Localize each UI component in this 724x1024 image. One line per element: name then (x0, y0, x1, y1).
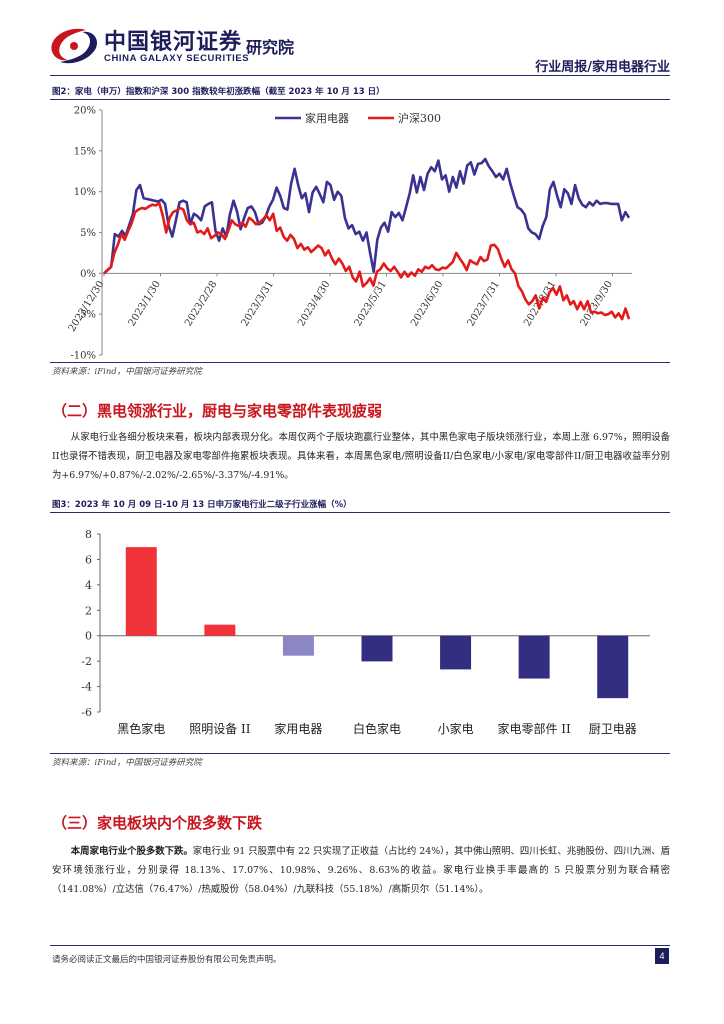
fig2-x-tick-label: 2023/7/31 (466, 279, 503, 328)
fig2-x-tick-label: 2023/1/30 (127, 279, 164, 328)
fig3-top-rule (50, 512, 670, 513)
fig3-y-tick-label: -2 (81, 655, 92, 668)
fig2-x-tick-label: 2023/4/30 (296, 279, 333, 328)
fig2-source: 资料来源：iFind，中国银河证券研究院 (52, 367, 202, 377)
fig2-bottom-rule (50, 362, 670, 363)
galaxy-logo-icon (51, 28, 98, 64)
fig3-y-tick-label: -6 (81, 706, 92, 719)
fig3-y-tick-label: 4 (85, 579, 92, 592)
fig2-top-rule (50, 99, 670, 100)
fig2-y-tick-label: 15% (74, 146, 96, 157)
fig3-y-tick-label: -4 (81, 681, 92, 694)
fig3-category-label: 小家电 (438, 721, 474, 736)
fig3-bar (361, 635, 393, 662)
fig3-category-label: 家用电器 (274, 721, 322, 736)
fig3-title: 图3：2023 年 10 月 09 日-10 月 13 日申万家电行业二级子行业… (52, 500, 352, 510)
section3-title: （三）家电板块内个股多数下跌 (52, 814, 263, 832)
fig2-x-tick-label: 2023/5/31 (353, 279, 390, 328)
section3-lead: 本周家电行业个股多数下跌。 (70, 846, 193, 857)
section3-paragraph: 本周家电行业个股多数下跌。家电行业 91 只股票中有 22 只实现了正收益（占比… (52, 842, 670, 899)
fig3-bar (204, 624, 236, 636)
fig2-x-tick-label: 2022/12/30 (67, 279, 107, 334)
fig3-bar (518, 635, 550, 679)
header-divider (50, 75, 670, 76)
report-category: 行业周报/家用电器行业 (535, 60, 670, 75)
fig3-y-tick-label: 2 (85, 604, 92, 617)
fig3-category-label: 厨卫电器 (589, 722, 637, 736)
fig3-y-tick-label: 6 (85, 553, 92, 566)
fig2-legend-label: 家用电器 (305, 111, 349, 125)
footer-disclaimer: 请务必阅读正文最后的中国银河证券股份有限公司免责声明。 (52, 955, 282, 965)
fig2-y-tick-label: 20% (74, 106, 96, 117)
fig2-y-tick-label: -10% (70, 351, 96, 362)
fig3-category-label: 照明设备 II (189, 722, 251, 736)
fig3-category-label: 黑色家电 (117, 721, 165, 736)
fig3-bar (440, 635, 472, 670)
fig2-legend-label: 沪深300 (398, 111, 441, 125)
brand-name-en: CHINA GALAXY SECURITIES (104, 53, 250, 64)
fig2-x-tick-label: 2023/2/28 (183, 279, 220, 328)
section2-title: （二）黑电领涨行业，厨电与家电零部件表现疲弱 (52, 402, 383, 420)
fig3-y-tick-label: 0 (85, 630, 92, 643)
section2-text: 从家电行业各细分板块来看，板块内部表现分化。本周仅两个子版块跑赢行业整体，其中黑… (52, 432, 670, 481)
fig3-source: 资料来源：iFind，中国银河证券研究院 (52, 758, 202, 768)
fig3-bar (282, 635, 314, 656)
fig2-series-line-1 (103, 157, 631, 275)
brand-name-cn: 中国银河证券 (104, 30, 243, 55)
fig2-y-tick-label: 10% (74, 187, 96, 198)
fig3-y-tick-label: 8 (85, 528, 92, 541)
fig2-line-chart: 20% 15% 10% 5% 0% -5% -10% 2022/12/30 2023/1/30 2… (67, 106, 632, 362)
fig3-category-label: 家电零部件 II (497, 721, 571, 736)
institute-label: 研究院 (246, 38, 295, 57)
fig3-bar-chart: 8 6 4 2 0 -2 -4 -6 黑色家电 照明设备 II 家用电器 白色家电 小家电 家电零部件 I… (81, 528, 650, 736)
page-number: 4 (655, 948, 669, 964)
fig3-category-label: 白色家电 (353, 721, 401, 736)
section3-text: 家电行业 91 只股票中有 22 只实现了正收益（占比约 24%），其中佛山照明… (52, 846, 670, 895)
fig3-bar (597, 635, 629, 699)
fig2-y-tick-label: 5% (80, 228, 96, 239)
section2-paragraph: 从家电行业各细分板块来看，板块内部表现分化。本周仅两个子版块跑赢行业整体，其中黑… (52, 428, 670, 485)
fig2-x-tick-label: 2023/9/30 (579, 279, 616, 328)
fig3-bottom-rule (50, 753, 670, 754)
fig2-x-tick-label: 2023/3/31 (240, 279, 277, 328)
fig2-series-line-2 (103, 201, 631, 321)
fig3-bar (125, 547, 157, 636)
fig2-y-tick-label: 0% (80, 269, 96, 280)
footer-divider (50, 945, 670, 946)
fig2-title: 图2：家电（申万）指数和沪深 300 指数较年初涨跌幅（截至 2023 年 10… (52, 87, 385, 97)
fig2-y-tick-label: -5% (77, 310, 96, 321)
fig2-x-tick-label: 2023/6/30 (409, 279, 446, 328)
